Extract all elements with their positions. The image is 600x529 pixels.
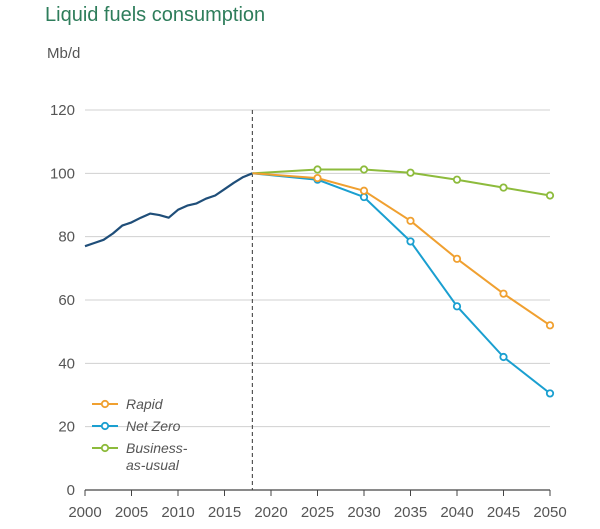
legend: Rapid Net Zero Business-as-usual	[92, 396, 188, 473]
grid-layer	[85, 109, 550, 490]
data-point-net-zero	[452, 302, 462, 311]
x-tick-label: 2040	[440, 504, 473, 521]
data-point-business-as-usual	[359, 165, 369, 174]
legend-label-line: Rapid	[126, 396, 164, 412]
data-point-business-as-usual	[313, 165, 322, 174]
x-tick-label: 2015	[208, 504, 241, 521]
y-tick-label: 60	[58, 292, 75, 309]
y-tick-label: 80	[58, 229, 75, 246]
y-tick-label: 100	[50, 165, 75, 182]
x-tick-label: 2035	[394, 504, 427, 521]
legend-label-business-as-usual: Business-as-usual	[126, 440, 188, 473]
x-tick-label: 2030	[347, 504, 380, 521]
legend-label-rapid: Rapid	[126, 396, 164, 412]
legend-label-line: as-usual	[126, 457, 180, 473]
data-point-rapid	[545, 321, 555, 330]
legend-marker-business-as-usual	[100, 443, 110, 453]
data-point-net-zero	[499, 352, 508, 362]
series-layer	[84, 165, 555, 398]
x-tick-label: 2050	[533, 504, 566, 521]
series-line-history	[84, 172, 253, 248]
x-tick-label: 2025	[301, 504, 334, 521]
legend-label-line: Business-	[126, 440, 188, 456]
data-point-rapid	[359, 186, 369, 195]
data-point-business-as-usual	[406, 168, 415, 177]
y-tick-label: 40	[58, 355, 75, 372]
legend-label-line: Net Zero	[126, 418, 181, 434]
x-tick-label: 2010	[161, 504, 194, 521]
data-point-business-as-usual	[499, 183, 508, 192]
data-point-rapid	[452, 254, 462, 263]
y-axis-unit-label: Mb/d	[47, 45, 81, 62]
legend-label-net-zero: Net Zero	[126, 418, 181, 434]
data-point-rapid	[406, 216, 415, 225]
data-point-rapid	[499, 289, 508, 298]
data-point-business-as-usual	[545, 191, 555, 200]
series-line-rapid	[252, 172, 551, 327]
legend-marker-net-zero	[100, 421, 110, 431]
chart-title: Liquid fuels consumption	[45, 4, 266, 26]
legend-marker-rapid	[100, 399, 110, 409]
data-point-rapid	[313, 173, 322, 183]
x-tick-label: 2000	[68, 504, 101, 521]
data-point-business-as-usual	[452, 175, 462, 184]
y-tick-label: 20	[58, 419, 75, 436]
data-point-net-zero	[406, 237, 415, 246]
x-tick-label: 2020	[254, 504, 287, 521]
y-tick-label: 0	[67, 482, 75, 499]
x-tick-label: 2005	[115, 504, 148, 521]
data-point-net-zero	[545, 389, 555, 398]
x-tick-label: 2045	[487, 504, 520, 521]
y-tick-label: 120	[50, 102, 75, 119]
